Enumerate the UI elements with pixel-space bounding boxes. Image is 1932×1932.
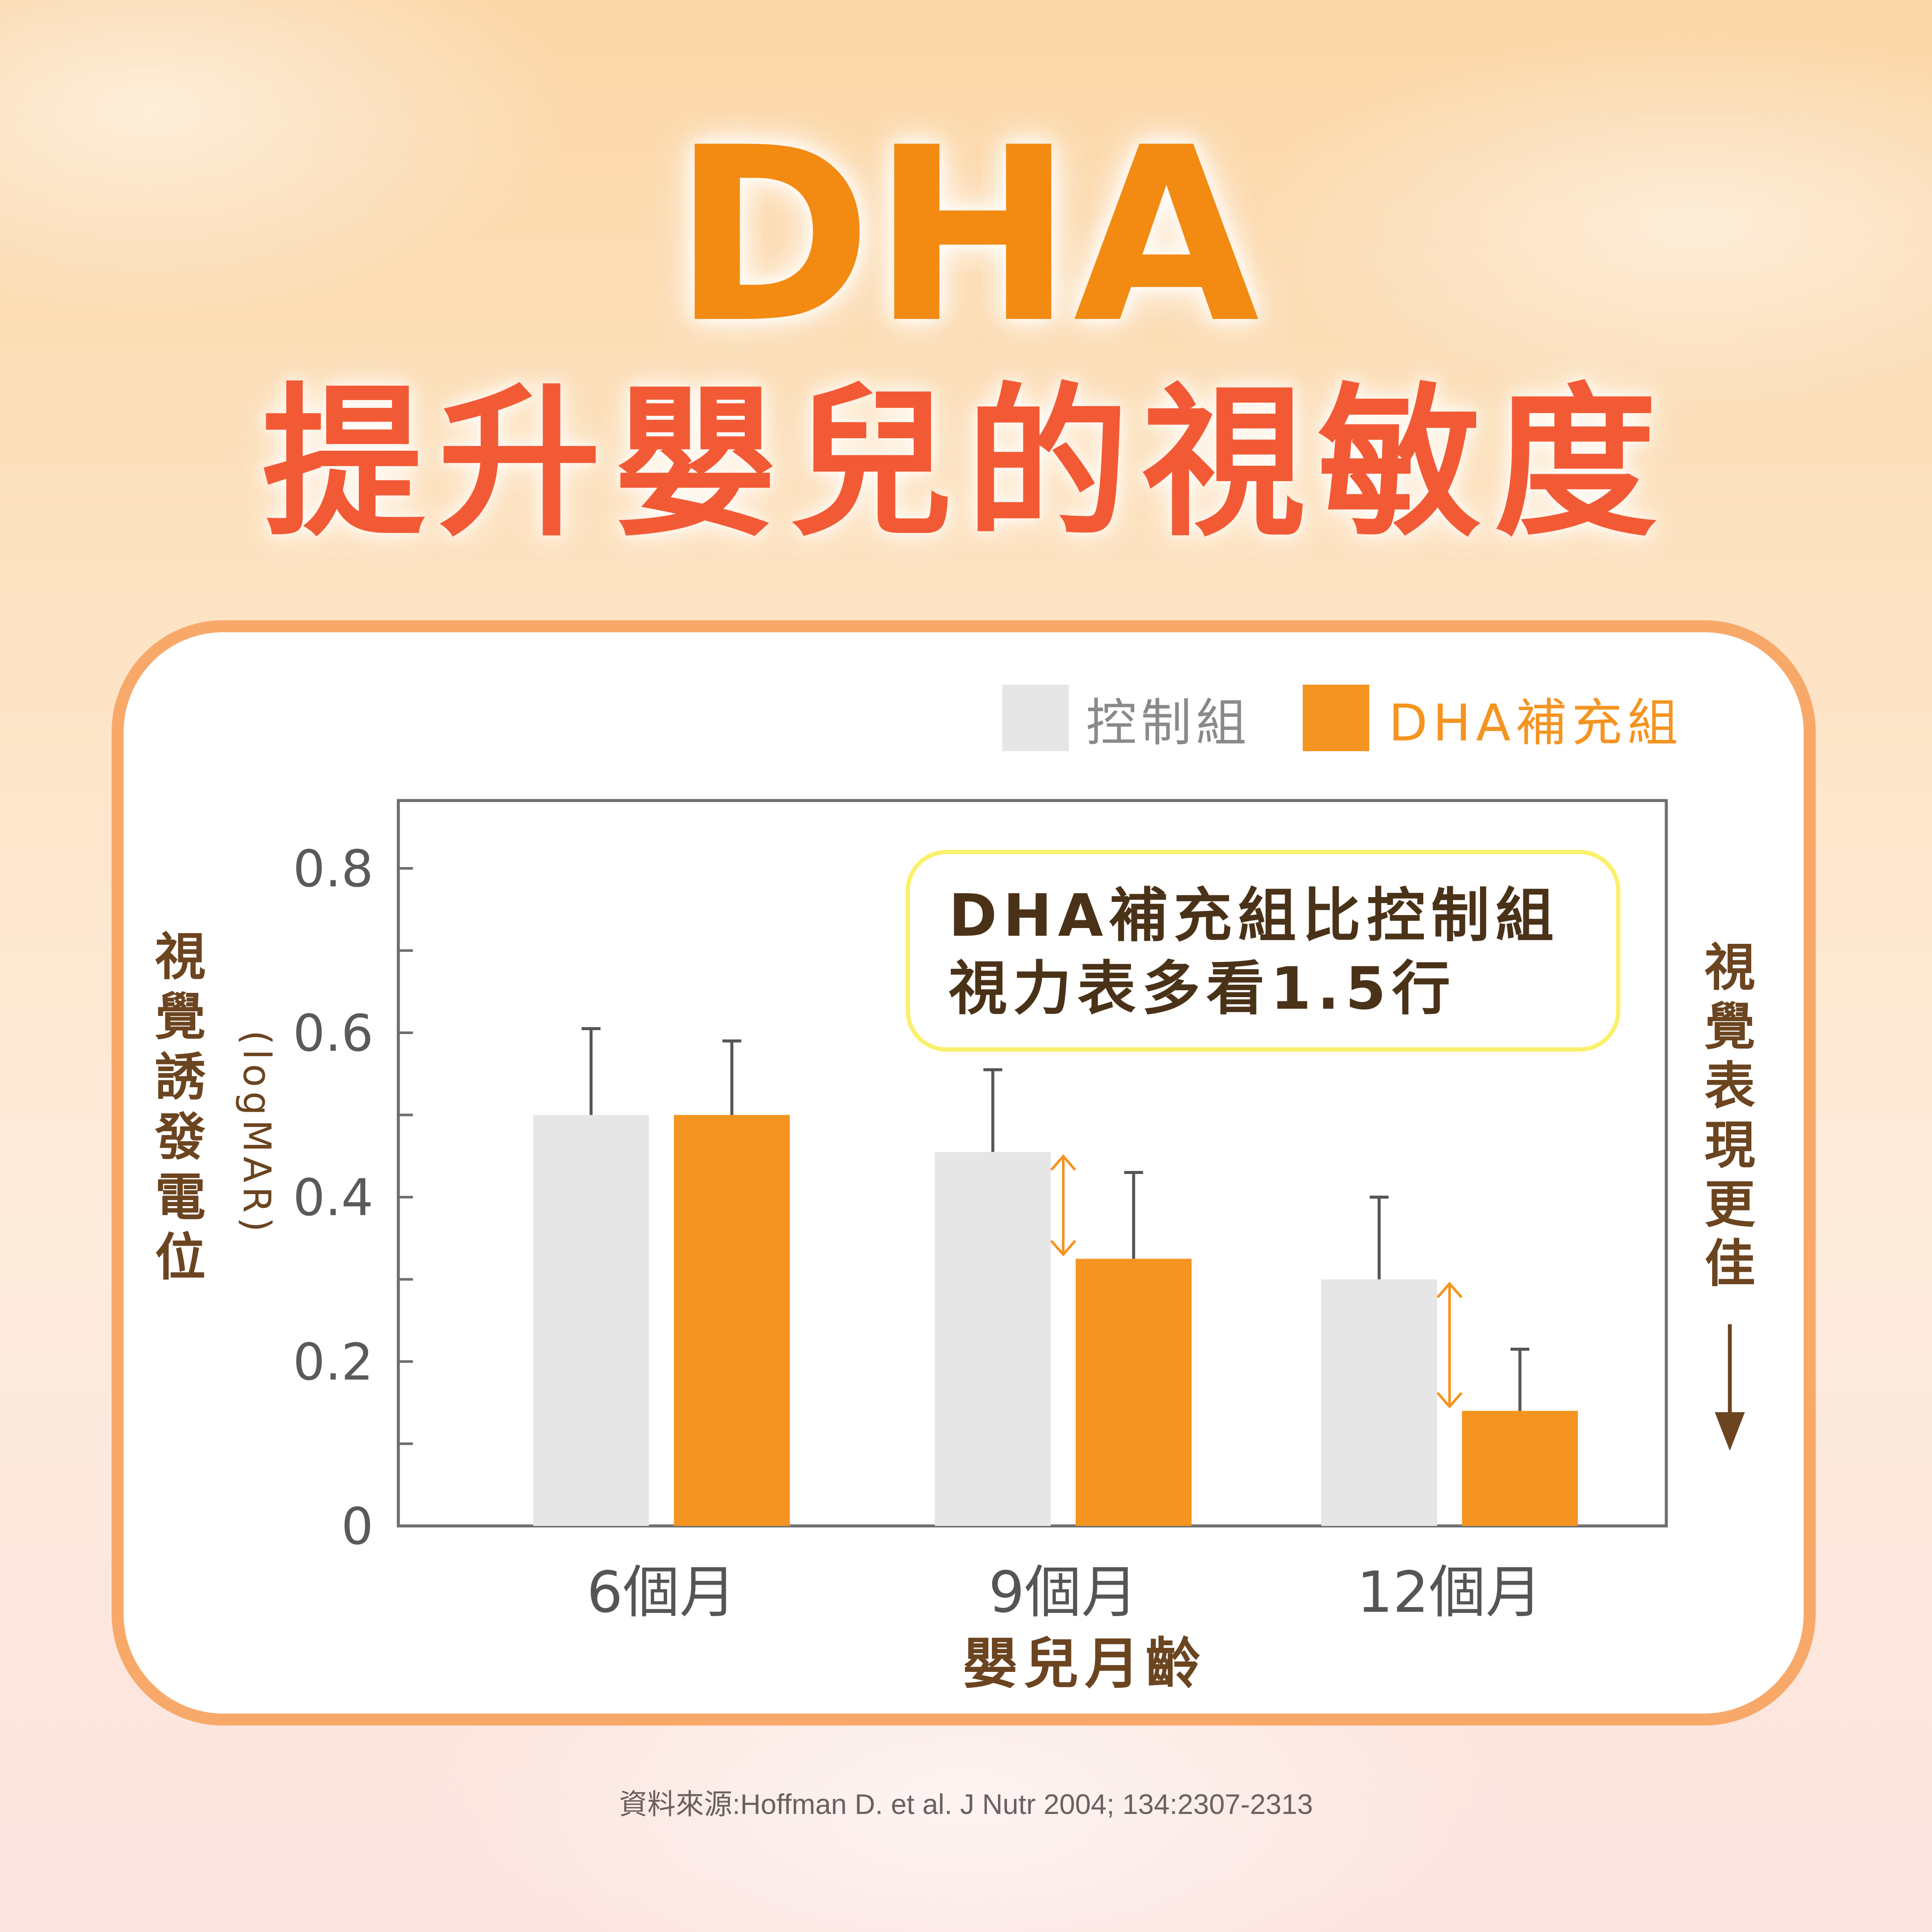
- bar-dha: [1076, 1259, 1192, 1526]
- x-tick-label: 6個月: [587, 1559, 736, 1626]
- source-citation: 資料來源:Hoffman D. et al. J Nutr 2004; 134:…: [619, 1788, 1313, 1820]
- direction-arrow-head: [1715, 1412, 1745, 1451]
- direction-label-char: 覺: [1705, 997, 1755, 1056]
- direction-label-char: 視: [1705, 938, 1755, 997]
- callout-text-line: 視力表多看1.5行: [949, 955, 1456, 1023]
- y-axis-title-char: 覺: [155, 987, 206, 1046]
- y-tick-label: 0: [341, 1497, 373, 1556]
- page-subtitle: 提升嬰兒的視敏度: [262, 368, 1670, 558]
- callout-box: [906, 850, 1620, 1052]
- page-title: DHA: [673, 96, 1259, 376]
- bar-dha: [1462, 1410, 1578, 1526]
- direction-label-char: 現: [1705, 1116, 1755, 1175]
- difference-arrow-head: [1050, 1154, 1077, 1171]
- legend-swatch-control: [1002, 685, 1069, 751]
- callout-text-line: DHA補充組比控制組: [949, 882, 1560, 950]
- legend-swatch-dha: [1303, 685, 1369, 751]
- y-axis-title-char: 發: [155, 1107, 206, 1167]
- chart-card: [112, 620, 1816, 1726]
- difference-arrow-head: [1436, 1392, 1463, 1409]
- bar-control: [533, 1115, 649, 1526]
- bar-dha: [674, 1115, 790, 1526]
- y-axis-title-char: 視: [155, 927, 206, 986]
- direction-label-char: 表: [1705, 1056, 1755, 1116]
- y-tick-label: 0.2: [293, 1332, 373, 1392]
- difference-arrow-head: [1050, 1240, 1077, 1257]
- y-tick-label: 0.4: [293, 1168, 373, 1227]
- x-tick-label: 9個月: [989, 1559, 1138, 1626]
- x-axis-title: 嬰兒月齡: [963, 1632, 1207, 1696]
- bar-control: [1321, 1279, 1437, 1526]
- y-tick-label: 0.6: [293, 1004, 373, 1063]
- bar-control: [935, 1152, 1051, 1526]
- direction-label-char: 更: [1705, 1175, 1756, 1234]
- x-tick-label: 12個月: [1357, 1559, 1542, 1626]
- y-tick-label: 0.8: [293, 839, 373, 898]
- y-axis-unit: (logMAR): [235, 1030, 279, 1236]
- y-axis-title-char: 位: [155, 1228, 206, 1287]
- legend-label-control: 控制組: [1086, 693, 1251, 752]
- direction-label-char: 佳: [1705, 1234, 1755, 1293]
- difference-arrow-head: [1436, 1281, 1463, 1298]
- y-axis-title-char: 電: [155, 1168, 206, 1227]
- y-axis-title-char: 誘: [155, 1047, 206, 1107]
- legend-label-dha: DHA補充組: [1389, 693, 1683, 752]
